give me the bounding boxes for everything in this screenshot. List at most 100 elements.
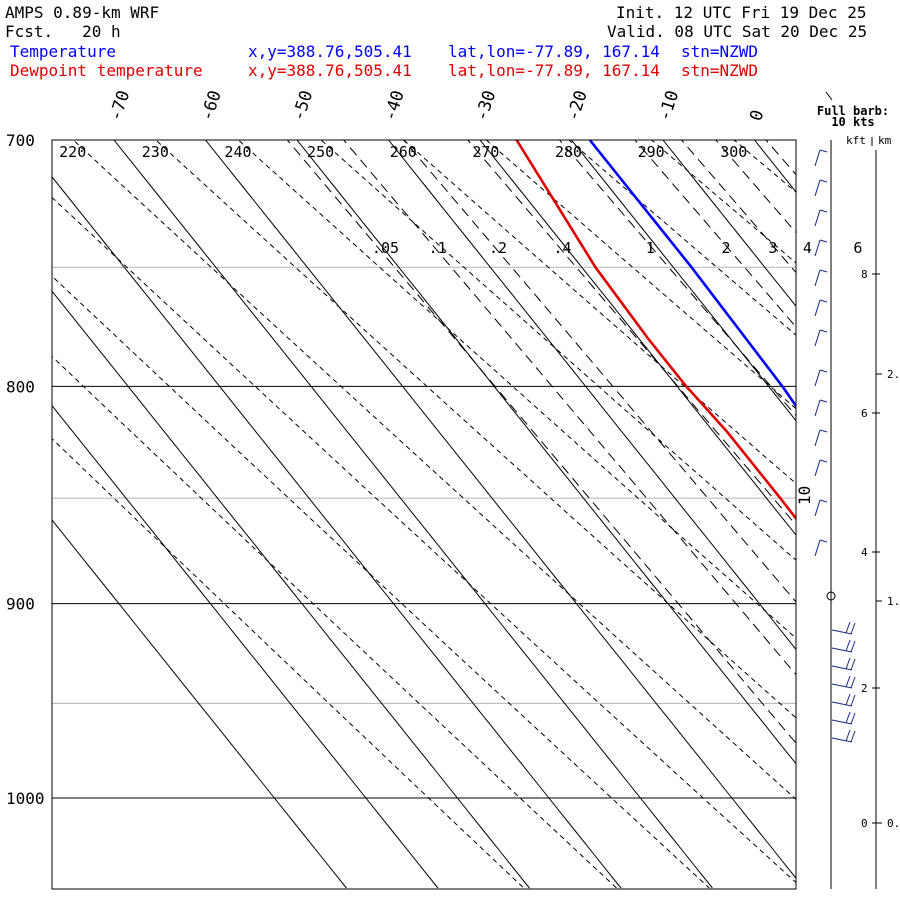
km-axis-title: km <box>878 134 892 147</box>
isotherm-line <box>52 519 347 889</box>
isotherm-line <box>895 87 900 889</box>
wind-barb-flag <box>819 499 828 503</box>
dry-adiabat-line <box>52 196 796 884</box>
theta-label: 280 <box>555 143 582 161</box>
dry-adiabat-line <box>650 140 796 264</box>
mixing-ratio-label: 4 <box>803 239 812 257</box>
wind-barb-flag <box>845 693 851 706</box>
wind-barb-flag <box>819 459 828 463</box>
dry-adiabat-line <box>52 438 525 889</box>
mixing-ratio-line <box>558 140 796 417</box>
model-title: AMPS 0.89-km WRF <box>5 3 160 22</box>
wind-barb-flag <box>819 369 828 373</box>
barb-legend-mark <box>825 91 833 101</box>
wind-barb-flag <box>845 729 851 742</box>
wind-barb <box>814 179 821 197</box>
theta-label: 270 <box>472 143 499 161</box>
mixing-ratio-label: .05 <box>372 239 399 257</box>
station-temperature: stn=NZWD <box>681 42 759 61</box>
wind-barb <box>831 629 853 635</box>
dry-adiabat-line <box>835 87 900 889</box>
barb-legend-title: Full barb: <box>817 104 889 118</box>
wind-barb <box>831 737 853 743</box>
isotherm-tick-label: -60 <box>197 88 226 123</box>
mixing-ratio-label: .4 <box>553 239 571 257</box>
wind-barb-flag <box>845 711 851 724</box>
isotherm-line <box>204 140 796 879</box>
pressure-tick-label: 900 <box>6 595 35 614</box>
wind-barb-flag <box>819 399 828 403</box>
wind-barb-flag <box>819 299 828 303</box>
kft-tick-label: 8 <box>861 268 868 281</box>
pressure-tick-label: 800 <box>6 377 35 396</box>
legend-temperature: Temperature <box>10 42 116 61</box>
theta-label: 300 <box>720 143 747 161</box>
wind-barb <box>814 209 821 227</box>
grid-xy-dewpoint: x,y=388.76,505.41 <box>248 61 412 80</box>
isotherm-tick-label: -30 <box>472 88 501 123</box>
mixing-ratio-line <box>715 140 796 234</box>
mixing-ratio-line <box>680 140 796 274</box>
wind-barb-flag <box>819 539 828 543</box>
kft-tick-label: 0 <box>861 817 868 830</box>
wind-barb <box>814 269 821 287</box>
mixing-ratio-line <box>467 140 796 526</box>
wind-barb-flag <box>845 675 851 688</box>
mixing-ratio-line <box>343 140 796 676</box>
pressure-tick-label: 700 <box>6 131 35 150</box>
wind-barb-flag <box>850 640 856 653</box>
isotherm-line <box>803 87 900 889</box>
dry-adiabat-line <box>402 140 796 485</box>
isotherm-line <box>296 140 796 765</box>
wind-barb <box>814 299 821 317</box>
dry-adiabat-line <box>155 140 796 719</box>
valid-time: Valid. 08 UTC Sat 20 Dec 25 <box>607 22 868 41</box>
dry-adiabat-line <box>568 140 796 336</box>
mixing-ratio-label: .1 <box>429 239 447 257</box>
mixing-ratio-label: 6 <box>853 239 862 257</box>
wind-barb <box>831 701 853 707</box>
wind-barb-flag <box>850 730 856 743</box>
mixing-ratio-label: 2 <box>722 239 731 257</box>
isotherm-tick-label: 0 <box>746 108 768 124</box>
dry-adiabat-line <box>52 355 617 889</box>
theta-label: 230 <box>142 143 169 161</box>
isotherm-tick-label: -10 <box>655 88 684 123</box>
isotherm-line <box>662 140 796 307</box>
kft-tick-label: 6 <box>861 407 868 420</box>
chart-series <box>515 140 796 521</box>
calm-wind-marker <box>826 591 836 601</box>
latlon-temperature: lat,lon=-77.89, 167.14 <box>448 42 660 61</box>
dry-adiabat-line <box>485 140 796 410</box>
wind-barb <box>814 329 821 347</box>
theta-label: 290 <box>638 143 665 161</box>
grid-xy-temperature: x,y=388.76,505.41 <box>248 42 412 61</box>
mixing-ratio-line <box>634 140 796 328</box>
isotherm-line <box>570 140 796 422</box>
km-tick-label: 2. <box>887 368 900 381</box>
wind-barb <box>831 719 853 725</box>
theta-label: 260 <box>390 143 417 161</box>
km-tick-label: 0. <box>887 817 900 830</box>
mixing-ratio-label: 1 <box>646 239 655 257</box>
kft-tick-label: 2 <box>861 682 868 695</box>
forecast-hour: Fcst. 20 h <box>5 22 121 41</box>
init-time: Init. 12 UTC Fri 19 Dec 25 <box>616 3 867 22</box>
temperature-profile-line <box>588 140 796 409</box>
wind-barb-flag <box>819 239 828 243</box>
dewpoint-profile-line <box>515 140 796 521</box>
wind-barb <box>814 459 821 477</box>
chart-background-lines <box>52 87 900 889</box>
wind-barb <box>814 429 821 447</box>
wind-barb-flag <box>819 149 828 153</box>
isotherm-line <box>387 140 796 651</box>
wind-barb-flag <box>819 329 828 333</box>
wind-barb <box>814 499 821 517</box>
barb-legend-value: 10 kts <box>831 115 874 129</box>
wind-barb-flag <box>850 694 856 707</box>
pressure-tick-label: 1000 <box>6 789 45 808</box>
station-dewpoint: stn=NZWD <box>681 61 759 80</box>
wind-barb <box>831 683 853 689</box>
rotated-ten-label: 10 <box>795 486 814 505</box>
wind-barb <box>814 149 821 167</box>
